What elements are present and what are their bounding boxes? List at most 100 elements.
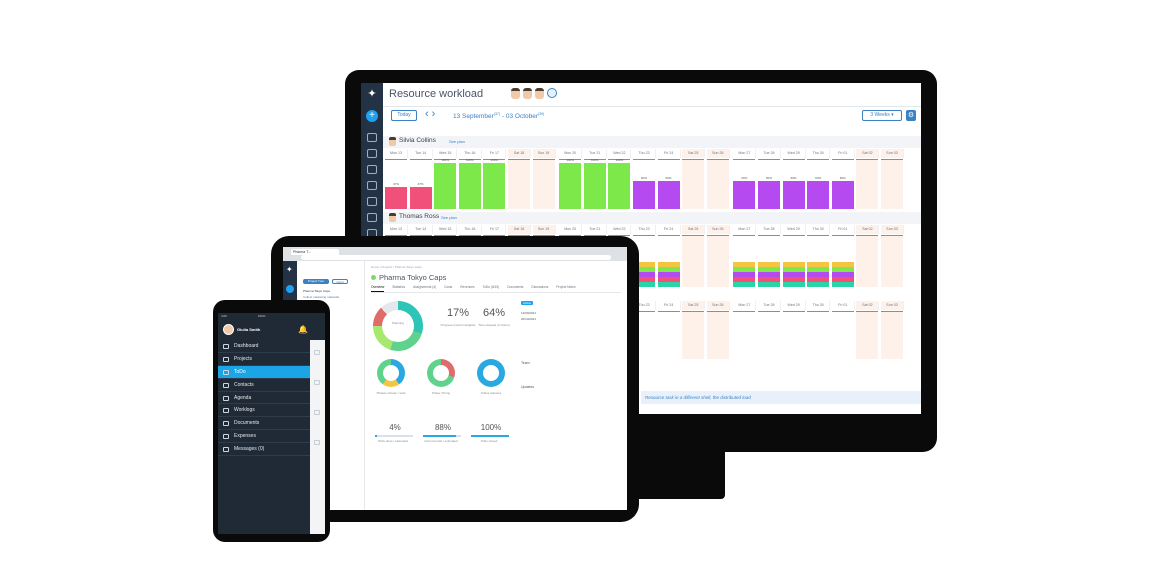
menu-item-agenda[interactable]: Agenda [218, 392, 310, 405]
workload-cell[interactable] [782, 311, 805, 359]
workload-cell[interactable] [807, 235, 830, 287]
menu-item-messages-0[interactable]: Messages (0) [218, 443, 310, 457]
workload-cell[interactable] [682, 311, 705, 359]
workload-cell[interactable]: 60% [807, 159, 830, 209]
menu-item-worklogs[interactable]: Worklogs [218, 404, 310, 418]
workload-cell[interactable] [807, 311, 830, 359]
workload-cell[interactable] [881, 235, 903, 287]
workload-cell[interactable]: 100% [583, 158, 606, 209]
calendar-icon[interactable] [367, 213, 377, 222]
todo-icon[interactable] [367, 181, 377, 190]
workload-cell[interactable] [657, 311, 680, 359]
workload-cell[interactable] [409, 235, 432, 287]
workload-cell[interactable] [559, 235, 582, 287]
workload-cell[interactable] [831, 235, 854, 287]
workload-cell[interactable] [434, 235, 457, 287]
avatar[interactable] [535, 88, 544, 99]
workload-cell[interactable] [608, 235, 631, 287]
menu-item-expenses[interactable]: Expenses [218, 430, 310, 444]
today-button[interactable]: Today [391, 110, 417, 121]
tree-tab[interactable]: Project Tree [303, 279, 329, 284]
dashboard-icon[interactable] [367, 149, 377, 158]
user-circle-icon[interactable] [547, 88, 557, 98]
projects-icon[interactable] [367, 165, 377, 174]
workload-cell[interactable] [831, 311, 854, 359]
workload-cell[interactable] [881, 311, 903, 359]
workload-cell[interactable] [682, 159, 705, 209]
workload-cell[interactable] [758, 235, 780, 287]
workload-cell[interactable]: 100% [608, 158, 631, 209]
workload-cell[interactable] [633, 311, 655, 359]
workload-cell[interactable] [508, 159, 530, 209]
workload-cell[interactable]: 100% [483, 158, 506, 209]
workload-cell[interactable]: 100% [434, 158, 457, 209]
workload-cell[interactable]: 47% [385, 159, 407, 209]
browser-tab[interactable]: Pharma T... [291, 249, 339, 255]
prev-next-arrows[interactable]: ‹› [425, 108, 439, 120]
tab-costs[interactable]: Costs [444, 285, 453, 289]
gantt-tab[interactable]: Gantt [332, 279, 348, 284]
workload-cell[interactable] [733, 311, 756, 359]
avatar[interactable] [523, 88, 532, 99]
workload-cell[interactable] [706, 235, 729, 287]
tab-discussions[interactable]: Discussions [531, 285, 549, 289]
menu-item-dashboard[interactable]: Dashboard [218, 340, 310, 353]
menu-item-documents[interactable]: Documents [218, 417, 310, 431]
tab-documents[interactable]: Documents [507, 285, 524, 289]
workload-cell[interactable] [733, 235, 756, 287]
workload-cell[interactable] [483, 235, 506, 287]
workload-cell[interactable] [633, 235, 655, 287]
tab-assignments-4[interactable]: Assignments (4) [413, 285, 437, 289]
workload-cell[interactable] [532, 159, 555, 209]
menu-item-projects[interactable]: Projects [218, 353, 310, 366]
tree-item[interactable]: Collect marketing materials [303, 295, 340, 299]
search-icon[interactable] [367, 133, 377, 142]
workload-cell[interactable] [856, 311, 879, 359]
avatar[interactable] [223, 324, 234, 335]
workload-cell[interactable]: 100% [559, 158, 582, 209]
workload-cell[interactable] [385, 235, 407, 287]
app-logo-icon[interactable]: ✦ [286, 265, 293, 274]
workload-cell[interactable] [758, 311, 780, 359]
avatar[interactable] [511, 88, 520, 99]
workload-cell[interactable] [682, 235, 705, 287]
workload-cell[interactable]: 60% [657, 159, 680, 209]
workload-cell[interactable] [782, 235, 805, 287]
workload-cell[interactable] [458, 235, 481, 287]
workload-cell[interactable]: 60% [733, 159, 756, 209]
workload-cell[interactable]: 60% [633, 159, 655, 209]
weeks-dropdown[interactable]: 3 Weeks ▾ [862, 110, 902, 121]
workload-cell[interactable] [856, 159, 879, 209]
menu-item-todo[interactable]: ToDo [218, 365, 310, 379]
breadcrumb[interactable]: Home / Projects / Pharma Tokyo Caps [371, 265, 422, 269]
workload-cell[interactable] [856, 235, 879, 287]
workload-cell[interactable] [706, 311, 729, 359]
tab-todo-8-15[interactable]: ToDo (8/15) [482, 285, 500, 289]
workload-cell[interactable]: 60% [782, 159, 805, 209]
workload-cell[interactable] [706, 159, 729, 209]
app-logo-icon[interactable]: ✦ [367, 88, 377, 100]
workload-cell[interactable] [583, 235, 606, 287]
workload-cell[interactable]: 100% [458, 158, 481, 209]
tab-overview[interactable]: Overview [371, 285, 385, 292]
workload-cell[interactable]: 60% [831, 159, 854, 209]
address-bar[interactable] [301, 255, 611, 260]
see-plan-link[interactable]: See plan [449, 139, 465, 144]
workload-cell[interactable] [881, 159, 903, 209]
tab-statistics[interactable]: Statistics [392, 285, 406, 289]
clock-icon[interactable] [367, 197, 377, 206]
workload-cell[interactable]: 60% [758, 159, 780, 209]
bell-icon[interactable]: 🔔 [298, 325, 308, 334]
gear-icon[interactable]: ⚙ [906, 110, 916, 121]
workload-cell[interactable]: 47% [409, 159, 432, 209]
add-icon[interactable] [286, 285, 294, 293]
tree-item[interactable]: Pharma Tokyo Caps [303, 289, 330, 293]
tab-project-notes[interactable]: Project Notes [556, 285, 576, 289]
add-icon[interactable]: + [366, 110, 378, 122]
see-plan-link[interactable]: See plan [441, 215, 457, 220]
tab-revenues[interactable]: Revenues [460, 285, 475, 289]
menu-item-contacts[interactable]: Contacts [218, 379, 310, 392]
donut-hole [433, 365, 449, 381]
workload-cell[interactable] [657, 235, 680, 287]
list-icon [314, 380, 320, 385]
